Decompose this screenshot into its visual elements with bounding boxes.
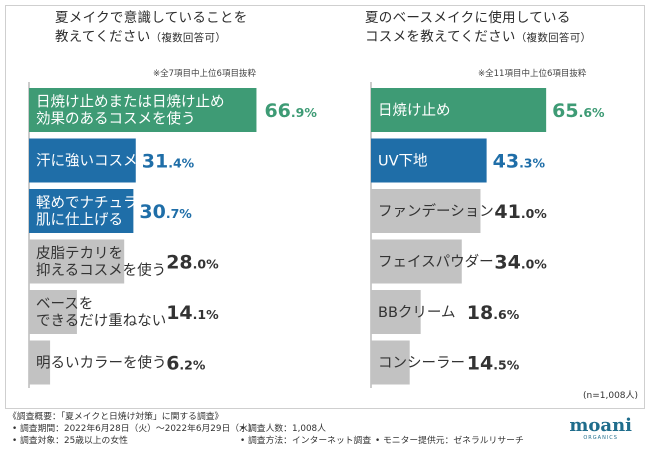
right-title-suffix: （複数回答可） bbox=[515, 32, 592, 44]
left-bar-5-label-line-2: できるだけ重ねない bbox=[36, 313, 166, 330]
survey-method: • 調査方法：インターネット調査 bbox=[240, 436, 372, 446]
left-bar-6-value: 6.2% bbox=[166, 353, 206, 375]
right-bar-3 bbox=[371, 189, 481, 233]
left-bar-2-label-line-1: 汗に強いコスメを使う bbox=[36, 153, 181, 170]
left-chart-note: ※全7項目中上位6項目抜粋 bbox=[153, 69, 256, 79]
right-bar-5 bbox=[371, 290, 421, 334]
left-bar-1-value: 66.9% bbox=[264, 100, 317, 122]
left-bar-5-value-int: 14 bbox=[166, 302, 192, 324]
right-bar-4-value: 34.0% bbox=[494, 252, 547, 274]
right-bar-6-value-int: 14 bbox=[467, 353, 493, 375]
right-bar-3-value-dec: .0% bbox=[521, 206, 547, 221]
left-bar-4-label-line-1: 皮脂テカリを bbox=[36, 245, 123, 262]
left-title-line1: 夏メイクで意識していることを bbox=[55, 10, 248, 26]
left-bar-3 bbox=[29, 189, 134, 233]
left-bar-3-label-line-2: 肌に仕上げる bbox=[36, 212, 123, 229]
right-bar-2-value-int: 43 bbox=[493, 151, 519, 173]
right-bar-3-label-line-1: ファンデーション bbox=[378, 202, 494, 220]
left-bar-6-value-int: 6 bbox=[166, 353, 179, 375]
left-bar-5-value: 14.1% bbox=[166, 302, 219, 324]
left-bar-3-label-line-1: 軽めでナチュラルな bbox=[36, 195, 167, 212]
left-bar-3-value-int: 30 bbox=[139, 201, 165, 223]
right-title-line2: コスメを教えてください bbox=[365, 29, 516, 45]
right-bar-1-value-dec: .6% bbox=[579, 105, 605, 120]
left-bar-2-value-dec: .4% bbox=[168, 156, 194, 171]
left-title-line2: 教えてください bbox=[55, 29, 151, 45]
left-bar-6-value-dec: .2% bbox=[179, 358, 205, 373]
left-bar-4-value-dec: .0% bbox=[193, 257, 219, 272]
sample-size-note: (n=1,008人) bbox=[583, 390, 638, 401]
right-bar-1-label-line-1: 日焼け止め bbox=[378, 102, 451, 119]
moani-logo: moani ORGANICS bbox=[569, 415, 632, 442]
right-bar-1-value-int: 65 bbox=[552, 100, 578, 122]
left-bar-1-value-dec: .9% bbox=[291, 105, 317, 120]
right-bar-1-value: 65.6% bbox=[552, 100, 605, 122]
right-bar-2-value: 43.3% bbox=[493, 151, 546, 173]
left-bar-4-value-int: 28 bbox=[166, 252, 192, 274]
right-chart-title: 夏のベースメイクに使用している コスメを教えてください（複数回答可） bbox=[365, 9, 591, 48]
left-bar-1 bbox=[29, 88, 257, 132]
left-bar-2 bbox=[29, 138, 136, 183]
right-title-line1: 夏のベースメイクに使用している bbox=[365, 10, 571, 26]
survey-period: • 調査期間：2022年6月28日（火）～2022年6月29日（水） bbox=[12, 424, 257, 434]
right-bar-5-value-int: 18 bbox=[467, 302, 493, 324]
right-bar-2 bbox=[371, 138, 487, 183]
right-bar-5-value: 18.6% bbox=[467, 302, 520, 324]
right-bar-6-value-dec: .5% bbox=[493, 358, 519, 373]
left-bar-3-value-dec: .7% bbox=[166, 206, 192, 221]
left-bar-6 bbox=[29, 340, 51, 385]
logo-main-text: moani bbox=[569, 415, 632, 436]
left-bar-6-label-line-1: 明るいカラーを使う bbox=[36, 355, 167, 372]
survey-count: • 調査人数：1,008人 bbox=[240, 424, 326, 434]
right-bar-6-label-line-1: コンシーラー bbox=[378, 356, 465, 372]
survey-target: • 調査対象：25歳以上の女性 bbox=[12, 436, 128, 446]
left-bar-2-value-int: 31 bbox=[142, 151, 168, 173]
right-bar-4-value-int: 34 bbox=[494, 252, 520, 274]
survey-heading: 《調査概要：「夏メイクと日焼け対策」に関する調査》 bbox=[8, 412, 224, 422]
right-bar-3-value: 41.0% bbox=[494, 201, 547, 223]
right-chart-note: ※全11項目中上位6項目抜粋 bbox=[478, 69, 587, 79]
right-bar-3-value-int: 41 bbox=[494, 201, 520, 223]
left-title-suffix: （複数回答可） bbox=[150, 32, 227, 44]
right-bar-4-label-line-1: フェイスパウダー bbox=[378, 254, 494, 271]
right-bar-4-value-dec: .0% bbox=[521, 257, 547, 272]
survey-provider: • モニター提供元：ゼネラルリサーチ bbox=[375, 436, 524, 446]
left-bar-4-label-line-2: 抑えるコスメを使う bbox=[36, 262, 166, 279]
left-bar-1-value-int: 66 bbox=[264, 100, 290, 122]
right-bar-5-value-dec: .6% bbox=[493, 307, 519, 322]
left-bar-5 bbox=[29, 290, 77, 334]
left-bar-3-value: 30.7% bbox=[139, 201, 192, 223]
right-bar-2-label-line-1: UV下地 bbox=[378, 153, 428, 170]
left-bar-2-value: 31.4% bbox=[142, 151, 195, 173]
right-bar-1 bbox=[371, 88, 547, 132]
logo-sub-text: ORGANICS bbox=[583, 435, 618, 441]
left-bar-5-label-line-1: ベースを bbox=[36, 296, 93, 313]
left-bar-1-label-line-2: 効果のあるコスメを使う bbox=[36, 111, 196, 128]
right-bar-5-label-line-1: BBクリーム bbox=[378, 304, 455, 321]
right-bar-2-value-dec: .3% bbox=[519, 156, 545, 171]
right-bar-6-value: 14.5% bbox=[467, 353, 520, 375]
left-bar-4 bbox=[29, 239, 125, 284]
right-bar-6 bbox=[371, 340, 410, 385]
right-bar-4 bbox=[371, 239, 462, 284]
left-bar-1-label-line-1: 日焼け止めまたは日焼け止め bbox=[36, 94, 225, 111]
left-bar-4-value: 28.0% bbox=[166, 252, 219, 274]
left-chart-title: 夏メイクで意識していることを 教えてください（複数回答可） bbox=[55, 9, 248, 48]
left-bar-5-value-dec: .1% bbox=[193, 307, 219, 322]
